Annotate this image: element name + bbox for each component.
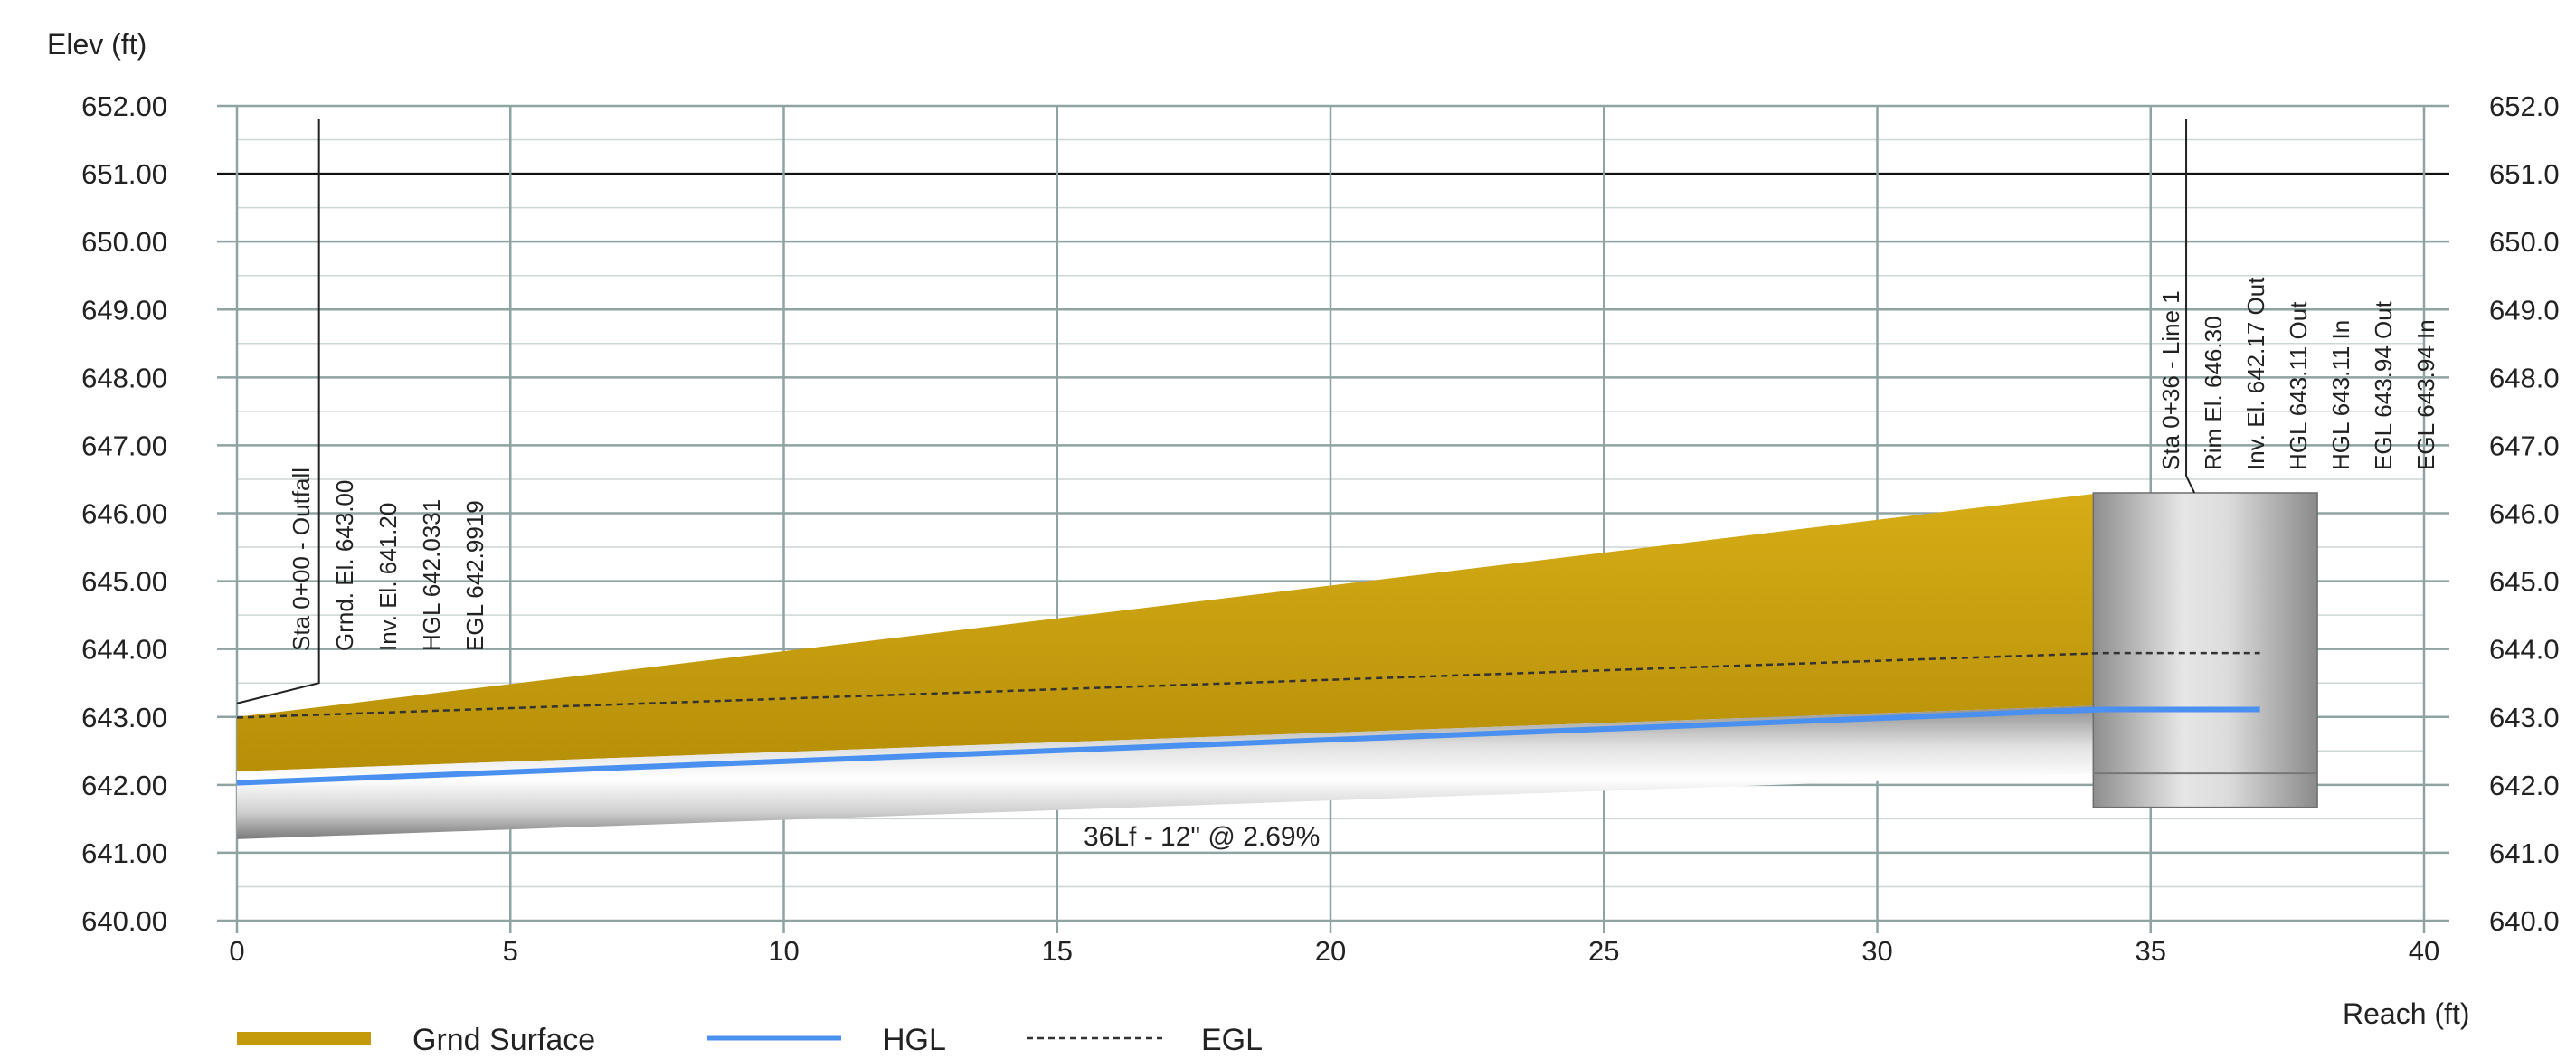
- outfall-leader: [236, 119, 320, 704]
- x-tick-label: 0: [229, 935, 244, 967]
- x-tick-label: 35: [2136, 935, 2166, 967]
- x-tick-label: 30: [1861, 935, 1892, 967]
- y-tick-label: 648.00: [81, 362, 167, 393]
- annotation-line: Rim El. 646.30: [2200, 316, 2227, 470]
- line1-leader: [2185, 119, 2196, 494]
- plot-annotations: 36Lf - 12" @ 2.69% Sta 0+00 - Outfall Grnd…: [236, 119, 2439, 852]
- y-tick-label: 645.00: [81, 566, 167, 598]
- right-y-tick-label: 648.0: [2489, 362, 2560, 393]
- x-tick-label: 10: [768, 935, 799, 967]
- annotation-line: EGL 643.94 Out: [2370, 300, 2397, 470]
- y-tick-label: 649.00: [81, 294, 167, 326]
- y-tick-label: 650.00: [81, 226, 167, 258]
- y-tick-label: 651.00: [81, 158, 167, 190]
- right-y-tick-label: 647.0: [2489, 430, 2560, 461]
- egl-line: [236, 651, 2260, 719]
- annotation-line: Sta 0+00 - Outfall: [288, 468, 315, 651]
- right-y-tick-label: 641.0: [2489, 837, 2560, 869]
- annotation-line: HGL 643.11 Out: [2285, 301, 2312, 470]
- right-y-tick-label: 642.0: [2489, 770, 2560, 801]
- y-tick-label: 640.00: [81, 905, 167, 937]
- y-axis-title: Elev (ft): [47, 28, 147, 61]
- right-y-tick-label: 645.0: [2489, 566, 2560, 598]
- y-tick-label: 642.00: [81, 770, 167, 801]
- x-tick-label: 20: [1315, 935, 1346, 967]
- annotation-line: EGL 643.94 In: [2412, 319, 2439, 470]
- grid: [217, 104, 2449, 933]
- right-y-tick-label: 643.0: [2489, 702, 2560, 733]
- annotation-line: HGL 642.0331: [418, 499, 445, 651]
- x-tick-label: 15: [1042, 935, 1073, 967]
- right-y-tick-label: 651.0: [2489, 158, 2560, 190]
- x-axis-title: Reach (ft): [2343, 998, 2469, 1030]
- annotation-line: EGL 642.9919: [461, 500, 488, 651]
- annotation-line: Grnd. El. 643.00: [331, 480, 358, 651]
- legend-label: HGL: [883, 1023, 946, 1057]
- annotation-line: Inv. El. 641.20: [374, 503, 402, 651]
- structure-manhole: [2092, 492, 2318, 808]
- y-tick-label: 644.00: [81, 634, 167, 666]
- x-tick-label: 5: [503, 935, 518, 967]
- legend-label: EGL: [1201, 1023, 1263, 1057]
- y-tick-label: 647.00: [81, 430, 167, 461]
- legend-label: Grnd Surface: [412, 1023, 595, 1057]
- pipe-label: 36Lf - 12" @ 2.69%: [1084, 822, 1320, 852]
- pipe-body: [237, 704, 2102, 839]
- y-tick-label: 652.00: [81, 90, 167, 122]
- plot-areas: [237, 492, 2318, 839]
- hgl-line: [236, 706, 2260, 786]
- annotation-line: Sta 0+36 - Line 1: [2157, 290, 2184, 470]
- plot-lines: [236, 651, 2260, 786]
- legend: Grnd Surface HGL EGL: [237, 1023, 1263, 1057]
- y-tick-label: 646.00: [81, 498, 167, 530]
- x-tick-label: 25: [1588, 935, 1619, 967]
- right-y-tick-label: 644.0: [2489, 634, 2560, 666]
- y-tick-label: 641.00: [81, 837, 167, 869]
- right-y-tick-label: 652.0: [2489, 90, 2560, 122]
- axes: 640.00641.00642.00643.00644.00645.00646.…: [81, 90, 2559, 967]
- annotation-line: Inv. El. 642.17 Out: [2242, 277, 2269, 470]
- ground-surface-area: [237, 492, 2102, 771]
- annotation-line: HGL 643.11 In: [2327, 320, 2354, 470]
- right-y-tick-label: 640.0: [2489, 905, 2560, 937]
- y-tick-label: 643.00: [81, 702, 167, 733]
- right-y-tick-label: 650.0: [2489, 226, 2560, 258]
- right-y-tick-label: 646.0: [2489, 498, 2560, 530]
- right-y-tick-label: 649.0: [2489, 294, 2560, 326]
- x-tick-label: 40: [2409, 935, 2439, 967]
